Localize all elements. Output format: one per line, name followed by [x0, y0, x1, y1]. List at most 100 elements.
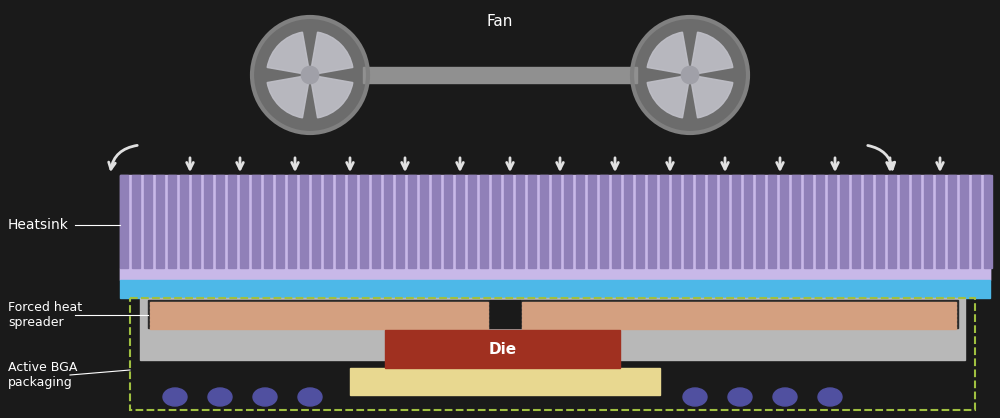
- Circle shape: [681, 66, 699, 84]
- Bar: [696, 175, 704, 268]
- Bar: [444, 175, 452, 268]
- Bar: [468, 175, 476, 268]
- Bar: [648, 175, 656, 268]
- Text: Active BGA
packaging: Active BGA packaging: [8, 361, 77, 389]
- Ellipse shape: [163, 388, 187, 406]
- Bar: [708, 175, 716, 268]
- Bar: [576, 175, 584, 268]
- Bar: [480, 175, 488, 268]
- Bar: [522, 302, 956, 305]
- Text: Fan: Fan: [487, 15, 513, 30]
- Bar: [130, 298, 975, 410]
- Bar: [150, 318, 488, 321]
- Bar: [216, 175, 224, 268]
- Bar: [168, 175, 176, 268]
- Text: Die: Die: [488, 342, 517, 357]
- Bar: [264, 175, 272, 268]
- Bar: [660, 175, 668, 268]
- Bar: [150, 322, 488, 325]
- Bar: [828, 175, 836, 268]
- Bar: [732, 175, 740, 268]
- Bar: [600, 175, 608, 268]
- Bar: [192, 175, 200, 268]
- Bar: [520, 300, 958, 328]
- Wedge shape: [267, 75, 310, 118]
- Bar: [420, 175, 428, 268]
- Wedge shape: [647, 32, 690, 75]
- Bar: [912, 175, 920, 268]
- Bar: [588, 175, 596, 268]
- Bar: [624, 175, 632, 268]
- Bar: [552, 175, 560, 268]
- Text: Heatsink: Heatsink: [8, 218, 69, 232]
- Bar: [150, 302, 488, 305]
- Bar: [240, 175, 248, 268]
- Bar: [252, 175, 260, 268]
- Bar: [720, 175, 728, 268]
- Bar: [900, 175, 908, 268]
- Bar: [396, 175, 404, 268]
- Bar: [372, 175, 380, 268]
- Ellipse shape: [208, 388, 232, 406]
- Bar: [948, 175, 956, 268]
- Bar: [360, 175, 368, 268]
- Bar: [612, 175, 620, 268]
- Bar: [876, 175, 884, 268]
- Bar: [432, 175, 440, 268]
- Bar: [288, 175, 296, 268]
- Bar: [564, 175, 572, 268]
- Bar: [522, 318, 956, 321]
- Bar: [363, 67, 637, 83]
- Bar: [120, 175, 990, 280]
- Bar: [924, 175, 932, 268]
- Bar: [804, 175, 812, 268]
- Ellipse shape: [298, 388, 322, 406]
- Bar: [960, 175, 968, 268]
- Bar: [120, 280, 990, 298]
- Bar: [148, 300, 490, 328]
- Ellipse shape: [253, 388, 277, 406]
- Bar: [150, 306, 488, 309]
- Bar: [522, 314, 956, 317]
- Bar: [228, 175, 236, 268]
- Bar: [744, 175, 752, 268]
- Bar: [504, 175, 512, 268]
- Bar: [408, 175, 416, 268]
- Bar: [132, 175, 140, 268]
- Bar: [516, 175, 524, 268]
- Bar: [522, 322, 956, 325]
- Bar: [204, 175, 212, 268]
- Bar: [972, 175, 980, 268]
- Bar: [336, 175, 344, 268]
- Bar: [852, 175, 860, 268]
- Bar: [672, 175, 680, 268]
- Bar: [768, 175, 776, 268]
- Bar: [840, 175, 848, 268]
- Bar: [792, 175, 800, 268]
- Bar: [120, 268, 990, 280]
- Wedge shape: [267, 32, 310, 75]
- Bar: [522, 326, 956, 329]
- Bar: [492, 175, 500, 268]
- Bar: [385, 330, 620, 368]
- Bar: [300, 175, 308, 268]
- Wedge shape: [647, 75, 690, 118]
- Bar: [180, 175, 188, 268]
- Bar: [888, 175, 896, 268]
- Bar: [348, 175, 356, 268]
- Bar: [350, 368, 660, 395]
- Bar: [756, 175, 764, 268]
- Bar: [528, 175, 536, 268]
- Ellipse shape: [773, 388, 797, 406]
- Bar: [636, 175, 644, 268]
- Bar: [540, 175, 548, 268]
- Circle shape: [301, 66, 319, 84]
- Bar: [312, 175, 320, 268]
- Bar: [522, 310, 956, 313]
- Circle shape: [252, 17, 368, 133]
- Circle shape: [632, 17, 748, 133]
- Wedge shape: [690, 75, 733, 118]
- Bar: [156, 175, 164, 268]
- Wedge shape: [310, 75, 353, 118]
- Wedge shape: [690, 32, 733, 75]
